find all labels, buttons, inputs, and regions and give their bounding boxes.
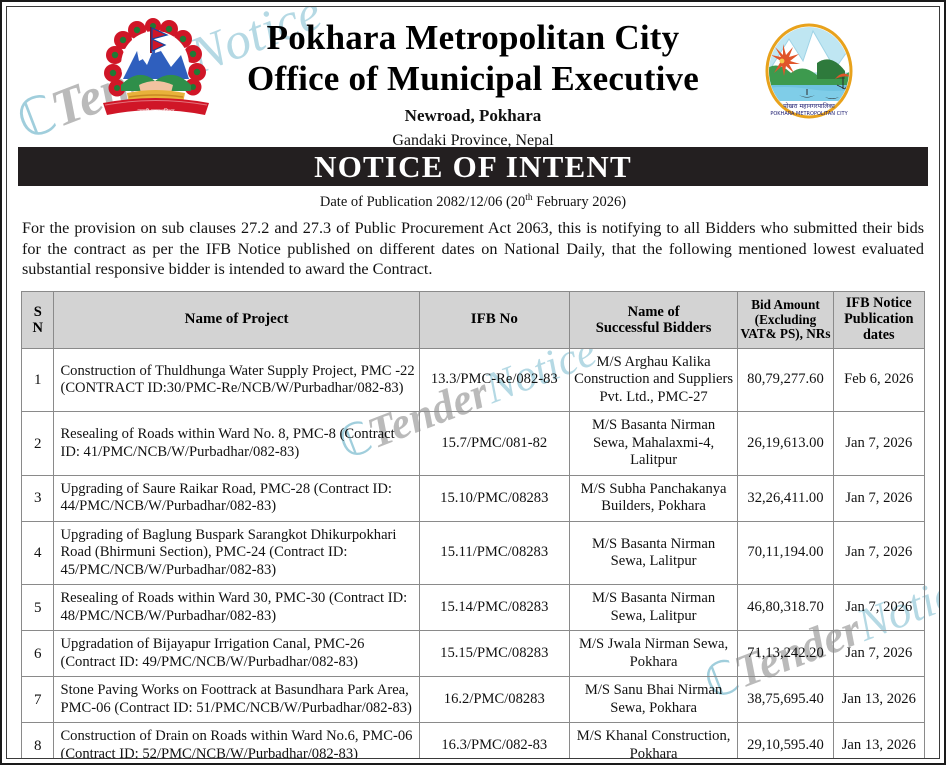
logo-caption-english: POKHARA METROPOLITAN CITY	[770, 111, 848, 117]
cell-project: Upgrading of Baglung Buspark Sarangkot D…	[53, 520, 420, 586]
cell-amount: 80,79,277.60	[737, 347, 834, 413]
table-row: 2 Resealing of Roads within Ward No. 8, P…	[20, 411, 926, 476]
column-header-ifb-no: IFB No	[418, 291, 570, 349]
cell-amount: 26,19,613.00	[737, 411, 834, 476]
intro-paragraph: For the provision on sub clauses 27.2 an…	[22, 218, 924, 279]
cell-amount: 71,13,242.20	[737, 630, 834, 678]
table-row: 5 Resealing of Roads within Ward 30, PMC-…	[20, 584, 926, 632]
cell-ifb-no: 15.11/PMC/08283	[418, 520, 570, 586]
cell-project: Resealing of Roads within Ward 30, PMC-3…	[53, 584, 420, 632]
pokhara-metropolitan-city-logo-icon: पोखरा महानगरपालिका POKHARA METROPOLITAN …	[765, 23, 853, 119]
cell-sn: 6	[20, 630, 55, 678]
publication-date: Date of Publication 2082/12/06 (20th Feb…	[7, 193, 939, 211]
notice-of-intent-table: S N Name of Project IFB No Name of Succe…	[20, 291, 926, 758]
column-header-project: Name of Project	[53, 291, 420, 349]
cell-bidder: M/S Arghau Kalika Construction and Suppl…	[568, 347, 739, 413]
cell-project: Upgradation of Bijayapur Irrigation Cana…	[53, 630, 420, 678]
cell-ifb-no: 13.3/PMC-Re/082-83	[418, 347, 570, 413]
column-header-bidders-line2: Successful Bidders	[595, 319, 712, 336]
cell-date: Jan 7, 2026	[832, 630, 926, 678]
column-header-bid-amount-line1: Bid Amount	[751, 296, 820, 312]
column-header-bid-amount: Bid Amount (Excluding VAT& PS), NRs	[737, 291, 834, 349]
cell-date: Jan 7, 2026	[832, 474, 926, 522]
column-header-publication-dates-line1: IFB Notice	[845, 295, 912, 312]
cell-bidder: M/S Khanal Construction, Pokhara	[568, 722, 739, 758]
notice-table-wrapper: S N Name of Project IFB No Name of Succe…	[20, 291, 926, 758]
publication-date-suffix: February 2026)	[532, 193, 627, 210]
cell-bidder: M/S Sanu Bhai Nirman Sewa, Pokhara	[568, 676, 739, 724]
nepal-national-emblem-icon: जननी जन्मभूमिश्च	[103, 18, 209, 115]
cell-amount: 70,11,194.00	[737, 520, 834, 586]
table-row: 7 Stone Paving Works on Foottrack at Basu…	[20, 676, 926, 724]
cell-amount: 38,75,695.40	[737, 676, 834, 724]
cell-bidder: M/S Basanta Nirman Sewa, Lalitpur	[568, 520, 739, 586]
header-address: Newroad, Pokhara	[404, 105, 542, 125]
publication-date-prefix: Date of Publication 2082/12/06 (20	[319, 193, 526, 210]
column-header-project-line1: Name of Project	[184, 311, 289, 328]
cell-sn: 8	[20, 722, 55, 758]
cell-amount: 46,80,318.70	[737, 584, 834, 632]
page-title-line1: Pokhara Metropolitan City	[266, 18, 680, 57]
cell-sn: 4	[20, 520, 55, 586]
column-header-bidders-line1: Name of	[627, 303, 680, 320]
document-inner-frame: ℂTenderNotice ℂTenderNotice ℂTenderNotic…	[6, 6, 940, 759]
cell-sn: 5	[20, 584, 55, 632]
cell-bidder: M/S Subha Panchakanya Builders, Pokhara	[568, 474, 739, 522]
column-header-sn-line2: N	[32, 319, 43, 336]
document-header: जननी जन्मभूमिश्च Pokhara Metropolitan Ci…	[7, 7, 939, 150]
cell-project: Construction of Drain on Roads within Wa…	[53, 722, 420, 758]
cell-ifb-no: 15.7/PMC/081-82	[418, 411, 570, 476]
cell-ifb-no: 15.15/PMC/08283	[418, 630, 570, 678]
cell-sn: 7	[20, 676, 55, 724]
cell-ifb-no: 15.10/PMC/08283	[418, 474, 570, 522]
header-province: Gandaki Province, Nepal	[392, 131, 554, 149]
table-row: 3 Upgrading of Saure Raikar Road, PMC-28 …	[20, 474, 926, 522]
cell-date: Jan 7, 2026	[832, 584, 926, 632]
cell-project: Upgrading of Saure Raikar Road, PMC-28 (…	[53, 474, 420, 522]
column-header-bid-amount-line2: (Excluding	[754, 311, 817, 327]
cell-project: Resealing of Roads within Ward No. 8, PM…	[53, 411, 420, 476]
table-row: 1 Construction of Thuldhunga Water Supply…	[20, 347, 926, 413]
logo-caption-nepali: पोखरा महानगरपालिका	[783, 102, 835, 110]
table-row: 6 Upgradation of Bijayapur Irrigation Can…	[20, 630, 926, 678]
cell-date: Jan 13, 2026	[832, 722, 926, 758]
svg-text:जननी जन्मभूमिश्च: जननी जन्मभूमिश्च	[138, 108, 175, 115]
column-header-ifb-no-line1: IFB No	[470, 311, 518, 328]
column-header-sn-line1: S	[33, 303, 42, 320]
column-header-publication-dates-line3: dates	[863, 326, 895, 343]
cell-bidder: M/S Basanta Nirman Sewa, Lalitpur	[568, 584, 739, 632]
publication-date-superscript: th	[525, 193, 533, 203]
header-titles: Pokhara Metropolitan City Office of Muni…	[157, 17, 789, 150]
cell-date: Jan 7, 2026	[832, 411, 926, 476]
notice-table-body: 1 Construction of Thuldhunga Water Supply…	[20, 347, 926, 758]
cell-date: Jan 7, 2026	[832, 520, 926, 586]
cell-project: Stone Paving Works on Foottrack at Basun…	[53, 676, 420, 724]
column-header-publication-dates: IFB Notice Publication dates	[832, 291, 926, 349]
table-row: 4 Upgrading of Baglung Buspark Sarangkot …	[20, 520, 926, 586]
column-header-publication-dates-line2: Publication	[844, 310, 914, 327]
cell-bidder: M/S Jwala Nirman Sewa, Pokhara	[568, 630, 739, 678]
cell-sn: 3	[20, 474, 55, 522]
cell-bidder: M/S Basanta Nirman Sewa, Mahalaxmi-4, La…	[568, 411, 739, 476]
cell-project: Construction of Thuldhunga Water Supply …	[53, 347, 420, 413]
cell-sn: 1	[20, 347, 55, 413]
notice-banner: NOTICE OF INTENT	[18, 147, 928, 186]
cell-date: Feb 6, 2026	[832, 347, 926, 413]
cell-sn: 2	[20, 411, 55, 476]
cell-ifb-no: 16.3/PMC/082-83	[418, 722, 570, 758]
table-header-row: S N Name of Project IFB No Name of Succe…	[20, 291, 926, 349]
page-title-line2: Office of Municipal Executive	[247, 59, 699, 99]
cell-amount: 32,26,411.00	[737, 474, 834, 522]
column-header-bid-amount-line3: VAT& PS), NRs	[740, 326, 831, 342]
cell-ifb-no: 16.2/PMC/08283	[418, 676, 570, 724]
table-row: 8 Construction of Drain on Roads within W…	[20, 722, 926, 758]
column-header-sn: S N	[20, 291, 55, 349]
notice-banner-title: NOTICE OF INTENT	[314, 148, 632, 184]
cell-date: Jan 13, 2026	[832, 676, 926, 724]
column-header-bidders: Name of Successful Bidders	[568, 291, 739, 349]
cell-amount: 29,10,595.40	[737, 722, 834, 758]
cell-ifb-no: 15.14/PMC/08283	[418, 584, 570, 632]
